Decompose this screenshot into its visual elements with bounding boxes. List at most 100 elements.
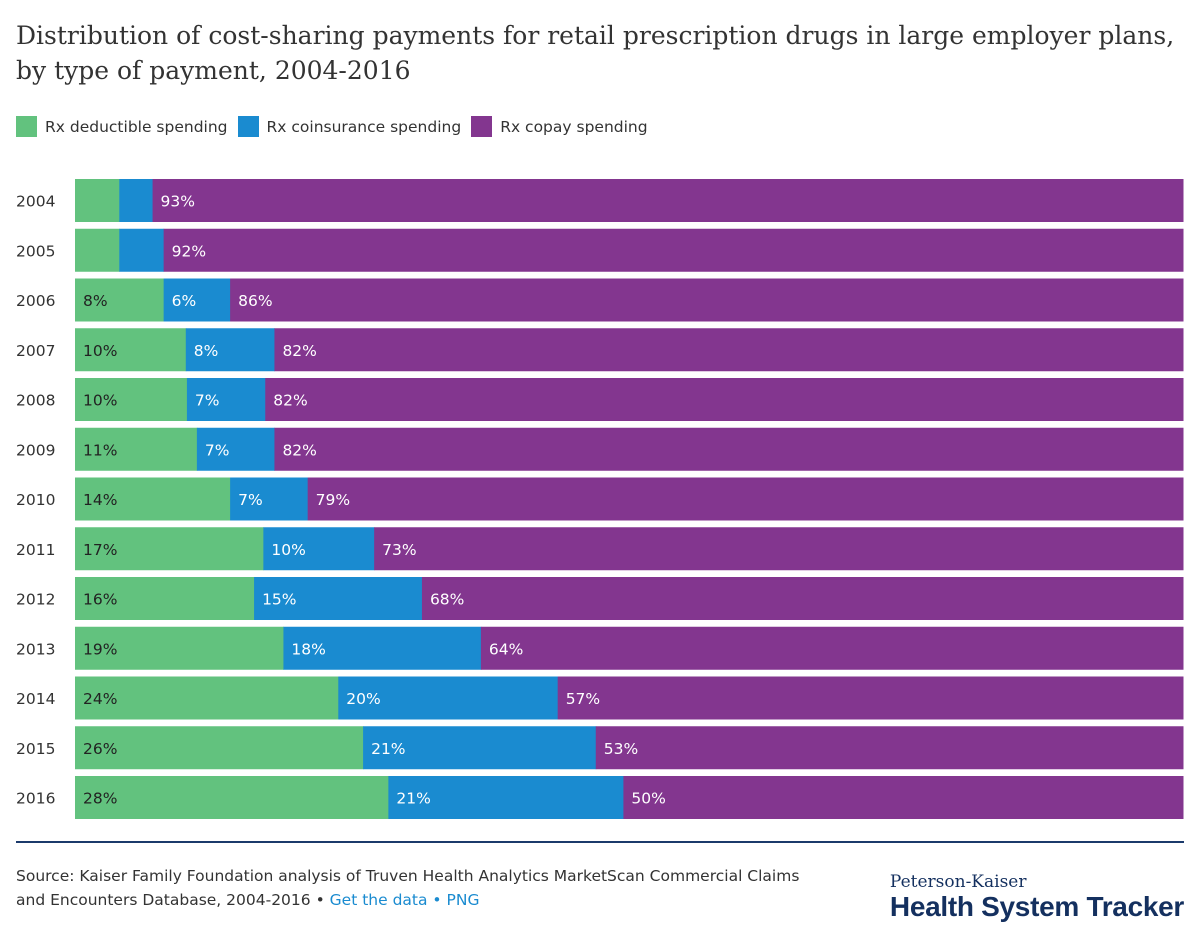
bar-segment-rx-deductible-spending bbox=[75, 228, 120, 272]
category-label: 2015 bbox=[16, 740, 55, 758]
data-label: 92% bbox=[172, 242, 206, 260]
brand-logo: Peterson-Kaiser Health System Tracker bbox=[890, 872, 1184, 923]
data-label: 28% bbox=[83, 790, 117, 808]
bar-segment-rx-coinsurance-spending bbox=[185, 328, 275, 372]
bar-segment-rx-coinsurance-spending bbox=[363, 726, 597, 770]
data-label: 82% bbox=[282, 441, 316, 459]
data-label: 68% bbox=[430, 591, 464, 609]
category-label: 2011 bbox=[16, 541, 55, 559]
data-label: 24% bbox=[83, 690, 117, 708]
bar-segment-rx-copay-spending bbox=[152, 179, 1184, 222]
category-label: 2006 bbox=[16, 292, 55, 310]
bar-segment-rx-coinsurance-spending bbox=[230, 477, 309, 521]
data-label: 18% bbox=[291, 640, 325, 658]
png-link[interactable]: PNG bbox=[446, 891, 480, 909]
data-label: 15% bbox=[262, 591, 296, 609]
bar-segment-rx-deductible-spending bbox=[75, 577, 255, 620]
legend: Rx deductible spending Rx coinsurance sp… bbox=[16, 116, 658, 137]
bar-segment-rx-copay-spending bbox=[274, 328, 1184, 372]
chart-title: Distribution of cost-sharing payments fo… bbox=[16, 21, 1175, 85]
footer-divider bbox=[16, 841, 1184, 843]
separator: • bbox=[310, 891, 330, 909]
bar-segment-rx-copay-spending bbox=[421, 577, 1184, 620]
data-label: 86% bbox=[238, 292, 272, 310]
bar-segment-rx-coinsurance-spending bbox=[254, 577, 423, 620]
category-label: 2012 bbox=[16, 591, 55, 609]
legend-label: Rx deductible spending bbox=[45, 117, 228, 136]
data-label: 64% bbox=[489, 640, 523, 658]
category-label: 2007 bbox=[16, 342, 55, 360]
category-label: 2014 bbox=[16, 690, 55, 708]
legend-swatch-deductible bbox=[16, 116, 37, 137]
bar-segment-rx-coinsurance-spending bbox=[119, 228, 165, 272]
legend-label: Rx coinsurance spending bbox=[266, 117, 462, 136]
bar-segment-rx-coinsurance-spending bbox=[283, 626, 482, 670]
data-label: 10% bbox=[83, 342, 117, 360]
category-label: 2008 bbox=[16, 392, 55, 410]
data-label: 17% bbox=[83, 541, 117, 559]
bar-segment-rx-copay-spending bbox=[480, 626, 1184, 670]
bar-segment-rx-copay-spending bbox=[274, 427, 1184, 471]
bar-segment-rx-copay-spending bbox=[307, 477, 1184, 521]
data-label: 73% bbox=[382, 541, 416, 559]
data-label: 10% bbox=[271, 541, 305, 559]
bar-segment-rx-copay-spending bbox=[623, 776, 1184, 819]
bar-segment-rx-coinsurance-spending bbox=[119, 179, 154, 222]
bar-segment-rx-coinsurance-spending bbox=[186, 378, 266, 421]
category-label: 2004 bbox=[16, 193, 55, 211]
bar-chart: 2004 93% 2005 92% 2006 8% 6% 86% 2007 10% 8% 82% 200… bbox=[16, 179, 1184, 819]
bar-segment-rx-coinsurance-spending bbox=[388, 776, 624, 819]
bar-segment-rx-copay-spending bbox=[595, 726, 1184, 770]
legend-item-deductible: Rx deductible spending bbox=[16, 116, 228, 137]
data-label: 8% bbox=[83, 292, 108, 310]
get-data-link[interactable]: Get the data bbox=[329, 891, 428, 909]
bar-segment-rx-deductible-spending bbox=[75, 328, 187, 372]
bar-segment-rx-deductible-spending bbox=[75, 427, 198, 471]
data-label: 82% bbox=[282, 342, 316, 360]
bar-segment-rx-deductible-spending bbox=[75, 776, 389, 819]
data-label: 26% bbox=[83, 740, 117, 758]
data-label: 16% bbox=[83, 591, 117, 609]
category-label: 2009 bbox=[16, 441, 55, 459]
bar-segment-rx-copay-spending bbox=[230, 278, 1184, 322]
bar-segment-rx-deductible-spending bbox=[75, 477, 231, 521]
data-label: 19% bbox=[83, 640, 117, 658]
data-label: 7% bbox=[205, 441, 230, 459]
bar-segment-rx-deductible-spending bbox=[75, 179, 120, 222]
bar-segment-rx-deductible-spending bbox=[75, 378, 188, 421]
separator: • bbox=[427, 891, 447, 909]
source-text: Source: Kaiser Family Foundation analysi… bbox=[16, 867, 800, 909]
data-label: 7% bbox=[238, 491, 263, 509]
data-label: 21% bbox=[396, 790, 430, 808]
category-label: 2010 bbox=[16, 491, 55, 509]
data-label: 57% bbox=[566, 690, 600, 708]
data-label: 50% bbox=[631, 790, 665, 808]
bar-segment-rx-coinsurance-spending bbox=[338, 676, 559, 720]
legend-item-copay: Rx copay spending bbox=[471, 116, 648, 137]
data-label: 20% bbox=[346, 690, 380, 708]
bar-segment-rx-copay-spending bbox=[557, 676, 1184, 720]
bar-segment-rx-deductible-spending bbox=[75, 726, 364, 770]
data-label: 14% bbox=[83, 491, 117, 509]
legend-swatch-copay bbox=[471, 116, 493, 137]
data-label: 79% bbox=[316, 491, 350, 509]
data-label: 53% bbox=[604, 740, 638, 758]
source-note: Source: Kaiser Family Foundation analysi… bbox=[16, 864, 816, 912]
bar-segment-rx-deductible-spending bbox=[75, 278, 165, 322]
data-label: 21% bbox=[371, 740, 405, 758]
bar-segment-rx-copay-spending bbox=[374, 527, 1184, 571]
bar-segment-rx-coinsurance-spending bbox=[263, 527, 375, 571]
category-label: 2016 bbox=[16, 790, 55, 808]
data-label: 8% bbox=[194, 342, 219, 360]
legend-item-coinsurance: Rx coinsurance spending bbox=[237, 116, 462, 137]
data-label: 82% bbox=[273, 392, 307, 410]
category-label: 2013 bbox=[16, 640, 55, 658]
category-label: 2005 bbox=[16, 242, 55, 260]
bar-segment-rx-deductible-spending bbox=[75, 626, 284, 670]
legend-swatch-coinsurance bbox=[237, 116, 259, 137]
brand-top: Peterson-Kaiser bbox=[889, 872, 1027, 892]
data-label: 10% bbox=[83, 392, 117, 410]
data-label: 93% bbox=[161, 193, 195, 211]
bar-segment-rx-copay-spending bbox=[265, 378, 1184, 421]
bar-segment-rx-coinsurance-spending bbox=[163, 278, 231, 322]
